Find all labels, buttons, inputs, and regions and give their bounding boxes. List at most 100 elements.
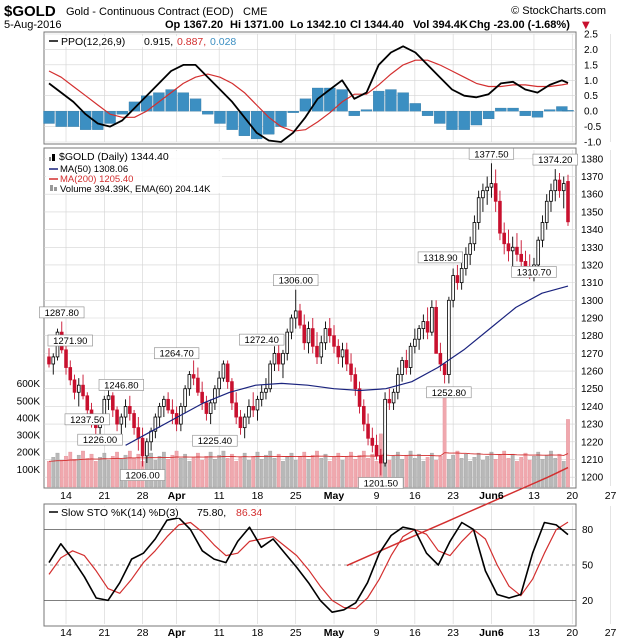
- volume-bar: [506, 458, 511, 488]
- candle-up: [447, 299, 451, 375]
- sto-x-tick-label: 25: [290, 627, 302, 639]
- sto-x-tick-label: 16: [409, 627, 421, 639]
- price-y-tick: 1360: [581, 190, 604, 201]
- ppo-histogram-bar: [165, 89, 177, 112]
- ppo-panel-frame: [43, 31, 577, 145]
- candle-up: [489, 183, 494, 188]
- volume-bar: [323, 453, 328, 488]
- x-tick-label: 16: [409, 490, 421, 502]
- volume-bar: [515, 461, 519, 488]
- volume-value: Vol 394.4K: [413, 19, 468, 31]
- annotation-box: [192, 434, 238, 447]
- volume-bar: [72, 459, 77, 488]
- exchange-label: CME: [243, 6, 267, 18]
- ppo-y-tick: 1.5: [584, 60, 598, 71]
- ppo-y-tick: 0.5: [584, 91, 598, 102]
- annotation-label: 1252.80: [432, 388, 466, 399]
- annotation-box: [77, 433, 123, 446]
- volume-bar: [413, 458, 417, 488]
- volume-bar: [527, 460, 532, 488]
- ppo-histogram-bar: [128, 101, 141, 112]
- annotation-label: 1318.90: [423, 253, 457, 264]
- candle-down: [404, 360, 409, 368]
- volume-bar: [285, 457, 290, 488]
- volume-bar: [221, 450, 226, 488]
- volume-bar: [76, 454, 81, 488]
- candle-down: [238, 416, 243, 429]
- candle-down: [234, 402, 238, 418]
- axis-labels: 2.52.01.51.00.50.0-0.5-1.013801370136013…: [17, 30, 617, 639]
- volume-bar: [200, 460, 204, 488]
- volume-bar: [272, 458, 277, 488]
- volume-bar: [187, 461, 192, 488]
- annotation-label: 1306.00: [279, 276, 313, 287]
- volume-bar: [336, 452, 341, 488]
- candle-up: [510, 246, 515, 252]
- volume-bar: [344, 455, 349, 488]
- annotation-label: 1272.40: [245, 335, 279, 346]
- candle-down: [498, 200, 502, 234]
- volume-bar: [315, 450, 319, 488]
- volume-bar: [204, 455, 209, 488]
- price-annotation: 1264.70: [154, 347, 200, 360]
- candle-down: [357, 388, 362, 407]
- candle-up: [187, 374, 192, 390]
- price-y-tick: 1320: [581, 260, 604, 271]
- ma50-line: [125, 285, 569, 446]
- candle-up: [485, 186, 489, 192]
- price-y-tick: 1200: [581, 473, 604, 484]
- x-tick-label: Apr: [168, 490, 186, 502]
- annotation-label: 1287.80: [45, 308, 79, 319]
- candle-up: [396, 374, 400, 393]
- volume-bar: [476, 452, 481, 488]
- ppo-histogram-bar: [482, 110, 495, 120]
- candle-up: [540, 222, 545, 241]
- candle-up: [536, 239, 541, 266]
- candle-up: [481, 190, 485, 199]
- volume-bar: [230, 453, 234, 488]
- candle-up: [306, 328, 311, 344]
- candle-down: [387, 398, 392, 404]
- candle-up: [162, 398, 166, 407]
- ppo-histogram-bar: [263, 110, 275, 135]
- candle-up: [255, 398, 260, 411]
- ppo-histogram-bar: [43, 110, 55, 124]
- candle-down: [557, 179, 562, 192]
- price-legend-volume: Volume 394.39K, EMA(60) 204.14K: [60, 184, 211, 195]
- ppo-legend-name: PPO(12,26,9): [61, 36, 125, 48]
- price-annotation: 1377.50: [468, 147, 515, 160]
- volume-bar: [544, 454, 549, 488]
- price-annotation: 1374.20: [532, 153, 578, 166]
- candle-down: [374, 444, 379, 457]
- candle-down: [566, 181, 570, 223]
- sto-y-tick: 80: [582, 525, 594, 536]
- candle-up: [264, 388, 268, 393]
- candle-down: [366, 423, 370, 439]
- volume-bar: [485, 455, 490, 488]
- volume-bar: [289, 452, 294, 488]
- volume-bar: [451, 454, 455, 488]
- candle-down: [515, 246, 519, 255]
- volume-bar: [447, 459, 451, 488]
- volume-bar: [115, 451, 119, 488]
- candle-down: [332, 335, 336, 347]
- candle-up: [553, 179, 558, 192]
- volume-ema-line: [48, 452, 569, 462]
- sto-x-tick-label: 13: [528, 627, 540, 639]
- volume-bar: [68, 451, 73, 488]
- candle-up: [242, 416, 247, 429]
- sto-x-tick-label: 14: [60, 627, 72, 639]
- candle-down: [136, 427, 141, 439]
- candle-down: [72, 379, 77, 393]
- volume-y-tick: 300K: [17, 431, 41, 442]
- candle-up: [468, 243, 472, 255]
- annotation-box: [64, 413, 110, 426]
- candle-up: [208, 402, 213, 414]
- price-y-tick: 1250: [581, 384, 604, 395]
- change-value: Chg -23.00 (-1.68%): [469, 19, 570, 31]
- volume-bar: [332, 457, 336, 488]
- candle-up: [281, 352, 285, 365]
- volume-y-tick: 400K: [17, 413, 41, 424]
- price-y-tick: 1220: [581, 437, 604, 448]
- candle-down: [170, 409, 175, 414]
